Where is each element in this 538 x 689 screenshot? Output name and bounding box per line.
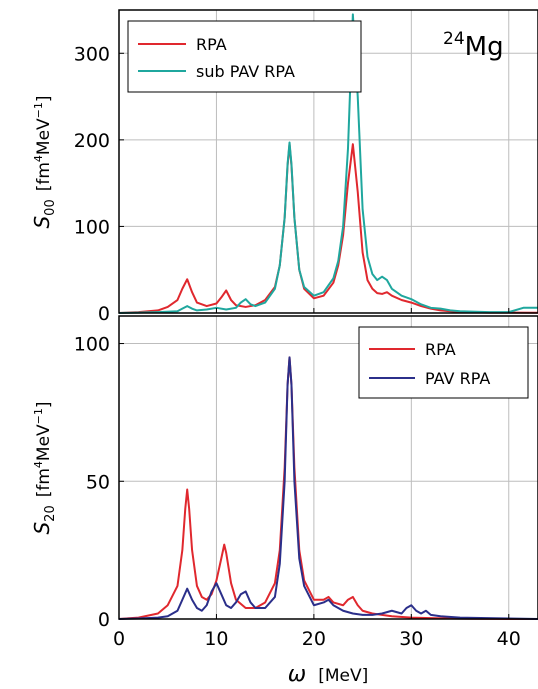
y-ticks-s00: 0 100 200 300 [74,43,510,325]
legend-label-pav-rpa: PAV RPA [425,369,490,388]
y-tick-label: 300 [74,43,110,65]
y-axis-label-s20: S20 [fm4MeV−1] [30,401,58,534]
y-tick-label: 0 [98,303,110,325]
curves-s00 [118,13,538,314]
y-label-subscript: 00 [43,199,58,216]
y-tick-label: 50 [86,471,110,493]
legend-label-sub-pav-rpa: sub PAV RPA [196,62,295,81]
y-label-symbol: S [30,216,54,229]
curves-s20 [118,356,538,620]
legend-label-rpa: RPA [196,35,227,54]
y-label-unit-sup: −1 [32,102,45,118]
panel-s20: 0 50 100 RPA PAV RPA S20 [fm4MeV−1] [30,315,538,631]
plot-frame-s20 [118,315,538,620]
x-tick-label: 0 [113,628,125,650]
y-label-unit-sup: −1 [32,408,45,424]
plot-frame-s00 [118,9,538,314]
x-label-unit: [MeV] [318,666,368,686]
x-tick-label: 40 [497,628,521,650]
legend-s00: RPA sub PAV RPA [127,20,362,93]
nucleus-mass-number: 24 [443,29,465,49]
series-line-pav-rpa [118,356,538,620]
y-label-unit: [fm [34,468,54,497]
y-tick-label: 0 [98,609,110,631]
x-tick-label: 20 [302,628,326,650]
y-label-unit-mid: MeV [34,118,54,155]
x-axis-label: ω [MeV] [288,662,368,687]
y-label-unit-sup: 4 [32,155,45,162]
y-label-symbol: S [30,522,54,535]
y-label-unit-sup: 4 [32,461,45,468]
series-line-rpa [118,143,538,314]
y-label-subscript: 20 [43,505,58,522]
legend-s20: RPA PAV RPA [358,326,529,399]
legend-label-rpa: RPA [425,340,456,359]
y-label-unit-end: ] [34,401,54,408]
y-tick-label: 100 [74,216,110,238]
y-tick-label: 200 [74,130,110,152]
legend-box-s00 [127,20,362,93]
legend-box-s20 [358,326,529,399]
y-axis-label-s00: S00 [fm4MeV−1] [30,95,58,228]
x-tick-label: 10 [204,628,228,650]
nucleus-symbol: Mg [465,32,504,62]
y-label-unit-end: ] [34,95,54,102]
x-label-symbol: ω [288,662,306,687]
y-label-unit-mid: MeV [34,424,54,461]
series-line-sub-pav-rpa [118,13,538,314]
x-tick-label: 30 [399,628,423,650]
y-ticks-s20: 0 50 100 [74,334,510,631]
nucleus-label: 24Mg [443,29,504,62]
y-label-unit: [fm [34,162,54,191]
x-ticks: 0 10 20 30 40 [113,628,521,650]
y-tick-label: 100 [74,334,110,356]
